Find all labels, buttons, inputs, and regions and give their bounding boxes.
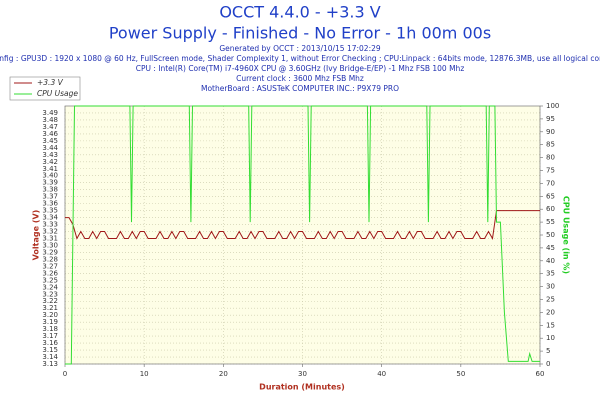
x-tick-label: 20 — [219, 370, 228, 378]
info-line: MotherBoard : ASUSTeK COMPUTER INC.: P9X… — [201, 84, 399, 93]
y-tick-label: 3.40 — [42, 172, 58, 180]
y2-tick-label: 100 — [546, 102, 559, 110]
y-tick-label: 3.41 — [42, 165, 58, 173]
data-line — [65, 210, 540, 241]
y-axis-label: Voltage (V) — [32, 210, 41, 261]
y2-tick-label: 90 — [546, 128, 555, 136]
legend-label: CPU Usage — [37, 89, 78, 98]
y-tick-label: 3.17 — [42, 332, 58, 340]
y-tick-label: 3.42 — [42, 158, 58, 166]
y-tick-label: 3.49 — [42, 109, 58, 117]
y2-axis-label: CPU Usage (in %) — [562, 196, 571, 274]
y-tick-label: 3.26 — [42, 269, 58, 277]
y2-tick-label: 75 — [546, 167, 555, 175]
y2-tick-label: 80 — [546, 154, 555, 162]
y-tick-label: 3.27 — [42, 262, 58, 270]
y2-tick-label: 85 — [546, 141, 555, 149]
y-tick-label: 3.45 — [42, 137, 58, 145]
y-tick-label: 3.16 — [42, 339, 58, 347]
y-tick-label: 3.44 — [42, 144, 58, 152]
y2-tick-label: 5 — [546, 347, 550, 355]
y-tick-label: 3.24 — [42, 283, 58, 291]
info-line: Config : GPU3D : 1920 x 1080 @ 60 Hz, Fu… — [0, 54, 600, 63]
y2-tick-label: 30 — [546, 283, 555, 291]
y-tick-label: 3.46 — [42, 130, 58, 138]
y-tick-label: 3.30 — [42, 241, 58, 249]
y-tick-label: 3.25 — [42, 276, 58, 284]
y-tick-label: 3.19 — [42, 318, 58, 326]
y-tick-label: 3.21 — [42, 304, 58, 312]
y2-tick-label: 25 — [546, 296, 555, 304]
y-tick-label: 3.36 — [42, 200, 58, 208]
x-tick-label: 10 — [140, 370, 149, 378]
y2-tick-label: 0 — [546, 360, 550, 368]
y2-tick-label: 95 — [546, 115, 555, 123]
y-tick-label: 3.43 — [42, 151, 58, 159]
y2-tick-label: 70 — [546, 179, 555, 187]
y-tick-label: 3.38 — [42, 186, 58, 194]
y-tick-label: 3.29 — [42, 248, 58, 256]
y2-tick-label: 35 — [546, 270, 555, 278]
info-line: Generated by OCCT : 2013/10/15 17:02:29 — [219, 44, 381, 53]
x-tick-label: 50 — [456, 370, 465, 378]
y-tick-label: 3.37 — [42, 193, 58, 201]
y-tick-label: 3.18 — [42, 325, 58, 333]
y2-tick-label: 50 — [546, 231, 555, 239]
y-tick-label: 3.28 — [42, 255, 58, 263]
y2-tick-label: 45 — [546, 244, 555, 252]
y-tick-label: 3.33 — [42, 221, 58, 229]
chart-title: OCCT 4.4.0 - +3.3 V — [219, 3, 380, 22]
y2-tick-label: 55 — [546, 218, 555, 226]
x-tick-label: 0 — [63, 370, 67, 378]
y-tick-label: 3.13 — [42, 360, 58, 368]
y2-tick-label: 10 — [546, 334, 555, 342]
y2-tick-label: 60 — [546, 205, 555, 213]
y2-tick-label: 40 — [546, 257, 555, 265]
y-tick-label: 3.39 — [42, 179, 58, 187]
y2-tick-label: 65 — [546, 192, 555, 200]
info-line: CPU : Intel(R) Core(TM) i7-4960X CPU @ 3… — [136, 64, 465, 73]
y-tick-label: 3.47 — [42, 123, 58, 131]
chart-subtitle: Power Supply - Finished - No Error - 1h … — [109, 24, 491, 43]
y-tick-label: 3.31 — [42, 234, 58, 242]
y-tick-label: 3.14 — [42, 353, 58, 361]
y-tick-label: 3.22 — [42, 297, 58, 305]
y-tick-label: 3.35 — [42, 207, 58, 215]
legend-label: +3.3 V — [37, 78, 64, 87]
info-line: Current clock : 3600 Mhz FSB Mhz — [236, 74, 364, 83]
y-tick-label: 3.15 — [42, 346, 58, 354]
x-axis-label: Duration (Minutes) — [259, 383, 345, 392]
y-tick-label: 3.32 — [42, 228, 58, 236]
y-tick-label: 3.48 — [42, 116, 58, 124]
y-tick-label: 3.34 — [42, 214, 58, 222]
x-tick-label: 30 — [298, 370, 307, 378]
x-tick-label: 60 — [536, 370, 545, 378]
y2-tick-label: 15 — [546, 321, 555, 329]
y-tick-label: 3.23 — [42, 290, 58, 298]
x-tick-label: 40 — [377, 370, 386, 378]
y2-tick-label: 20 — [546, 308, 555, 316]
y-tick-label: 3.20 — [42, 311, 58, 319]
data-line — [65, 105, 540, 365]
